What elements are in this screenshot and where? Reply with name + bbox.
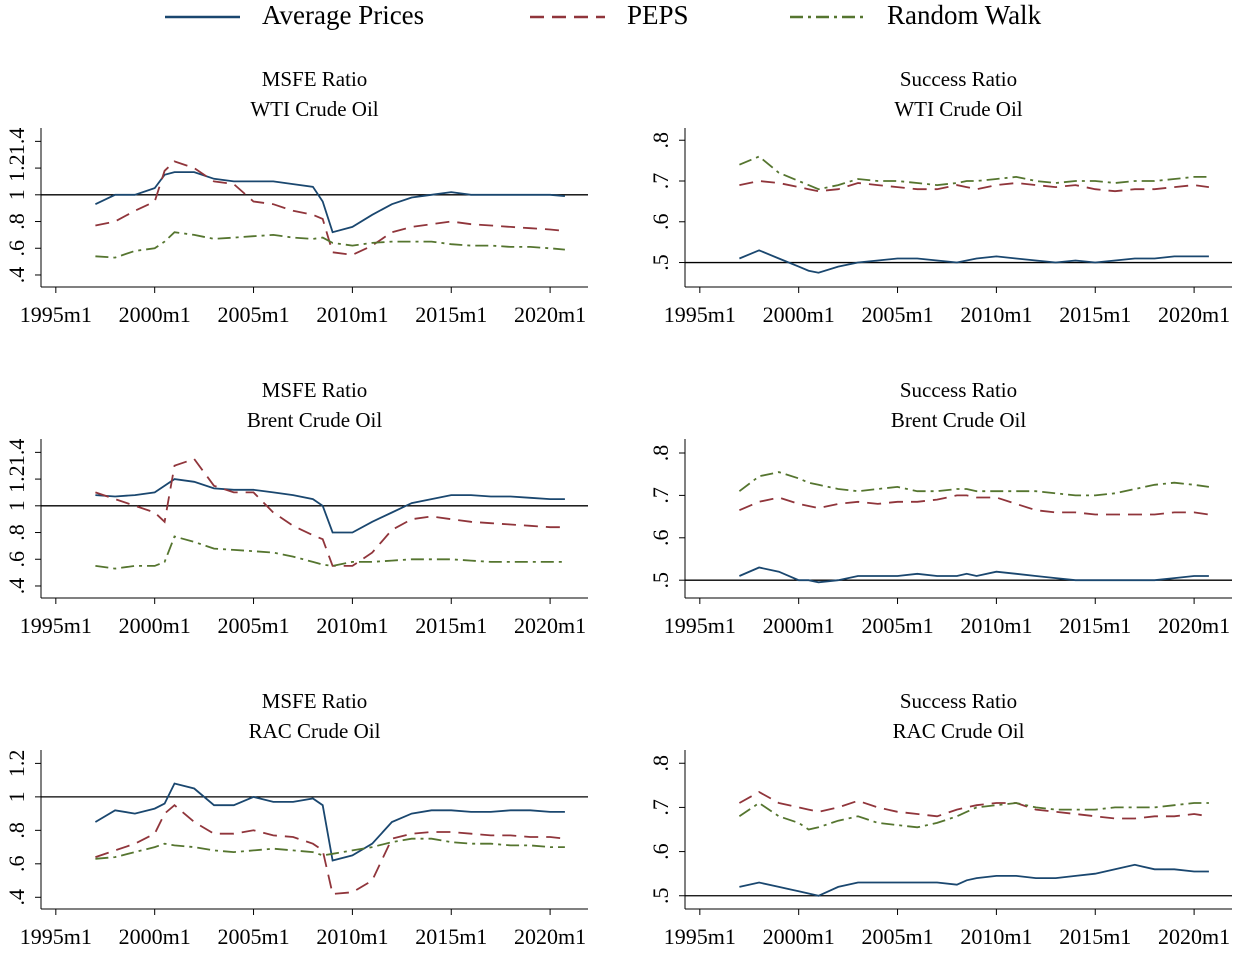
x-tick-label: 2000m1 [763,613,835,638]
chart-subtitle: Brent Crude Oil [891,408,1026,432]
y-tick-label: .6 [4,856,29,873]
x-tick-label: 2020m1 [1158,302,1230,327]
series-line: Random Walk [738,801,1209,831]
legend-label: PEPS [627,0,689,30]
x-tick-label: 2000m1 [763,302,835,327]
x-tick-label: 2015m1 [1059,924,1131,949]
x-tick-label: 2000m1 [119,302,191,327]
y-tick-label: .7 [648,799,673,816]
series-line: Average Prices [95,171,565,234]
x-tick-label: 2010m1 [316,302,388,327]
chart-title: MSFE Ratio [262,67,368,91]
x-tick-label: 2005m1 [217,613,289,638]
y-tick-label: 1 [4,791,29,802]
x-tick-label: 2010m1 [316,613,388,638]
series-line: PEPS [739,180,1210,193]
y-tick-label: .5 [648,254,673,271]
x-tick-label: 2005m1 [217,924,289,949]
x-tick-label: 2010m1 [960,613,1032,638]
x-tick-label: 2000m1 [119,924,191,949]
x-tick-label: 2020m1 [1158,613,1230,638]
series-line: Random Walk [739,155,1209,191]
y-tick-label: .6 [4,551,29,568]
x-tick-label: 1995m1 [664,302,736,327]
x-tick-label: 2015m1 [1059,302,1131,327]
y-tick-label: .8 [648,445,673,462]
x-tick-label: 2010m1 [960,302,1032,327]
legend-label: Average Prices [262,0,424,30]
series-line: Random Walk [95,231,565,259]
x-tick-label: 2000m1 [119,613,191,638]
x-tick-label: 2015m1 [415,613,487,638]
x-tick-label: 2005m1 [217,302,289,327]
y-tick-label: 1 [4,500,29,511]
y-tick-label: 1.2 [4,465,29,493]
series-line: Average Prices [739,863,1209,897]
x-tick-label: 2005m1 [861,924,933,949]
y-tick-label: .8 [4,213,29,230]
chart-title: Success Ratio [900,689,1017,713]
series-line: Average Prices [94,782,565,862]
x-tick-label: 2020m1 [514,613,586,638]
y-tick-label: .8 [648,755,673,772]
y-tick-label: .7 [648,487,673,504]
y-tick-label: .7 [648,173,673,190]
x-tick-label: 2020m1 [1158,924,1230,949]
y-tick-label: .8 [4,524,29,541]
x-tick-label: 1995m1 [20,924,92,949]
x-tick-label: 1995m1 [664,924,736,949]
legend-label: Random Walk [887,0,1042,30]
y-tick-label: 1 [4,189,29,200]
series-line: Random Walk [95,535,565,570]
y-tick-label: .6 [648,843,673,860]
x-tick-label: 1995m1 [664,613,736,638]
series-line: Random Walk [95,837,565,860]
x-tick-label: 1995m1 [20,613,92,638]
x-tick-label: 2015m1 [415,924,487,949]
y-tick-label: 1.4 [4,128,29,156]
x-tick-label: 2020m1 [514,302,586,327]
y-tick-label: .4 [4,578,29,595]
chart-title: MSFE Ratio [262,689,368,713]
series-line: PEPS [738,790,1210,820]
y-tick-label: 1.2 [4,750,29,778]
y-tick-label: .4 [4,267,29,284]
y-tick-label: 1.2 [4,154,29,182]
x-tick-label: 2010m1 [960,924,1032,949]
y-tick-label: .6 [4,240,29,257]
x-tick-label: 2020m1 [514,924,586,949]
x-tick-label: 2015m1 [1059,613,1131,638]
series-line: PEPS [95,804,566,895]
y-tick-label: 1.4 [4,439,29,467]
chart-title: Success Ratio [900,67,1017,91]
x-tick-label: 2000m1 [763,924,835,949]
series-line: PEPS [95,457,565,567]
x-tick-label: 2005m1 [861,302,933,327]
x-tick-label: 2010m1 [316,924,388,949]
chart-subtitle: WTI Crude Oil [894,97,1022,121]
chart-subtitle: RAC Crude Oil [249,719,381,743]
series-line: Average Prices [95,478,565,534]
y-tick-label: .6 [648,530,673,547]
chart-title: MSFE Ratio [262,378,368,402]
chart-subtitle: RAC Crude Oil [893,719,1025,743]
y-tick-label: .5 [648,572,673,589]
y-tick-label: .8 [648,132,673,149]
y-tick-label: .6 [648,214,673,231]
chart-subtitle: WTI Crude Oil [250,97,378,121]
y-tick-label: .4 [4,889,29,906]
series-line: PEPS [739,494,1210,516]
x-tick-label: 1995m1 [20,302,92,327]
chart-title: Success Ratio [900,378,1017,402]
y-tick-label: .8 [4,822,29,839]
series-line: Average Prices [739,566,1209,584]
x-tick-label: 2005m1 [861,613,933,638]
series-line: Random Walk [738,471,1210,497]
chart-subtitle: Brent Crude Oil [247,408,382,432]
series-line: PEPS [95,160,565,256]
series-line: Average Prices [739,249,1209,274]
x-tick-label: 2015m1 [415,302,487,327]
y-tick-label: .5 [648,888,673,905]
